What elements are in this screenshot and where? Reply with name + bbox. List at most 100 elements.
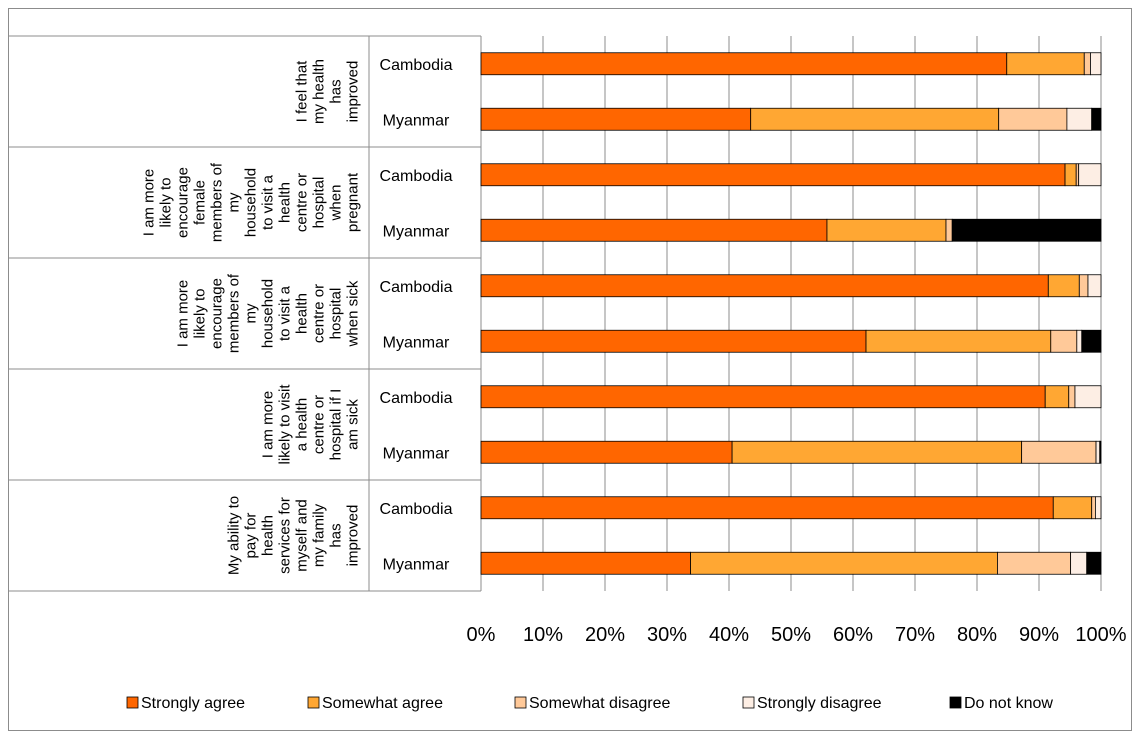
legend-label: Somewhat disagree	[529, 695, 671, 712]
group-label-line: my family	[311, 503, 328, 567]
bar-segment	[480, 107, 752, 131]
group-label: I feel thatmy healthhasimproved	[294, 59, 362, 124]
bar-segment	[1064, 163, 1077, 187]
bar-segment	[1090, 52, 1102, 76]
bar-segment	[1099, 440, 1102, 464]
group-label-line: health	[294, 293, 311, 334]
bar-segment	[998, 107, 1068, 131]
group-label-line: improved	[345, 61, 362, 123]
legend-swatch	[949, 696, 962, 709]
country-label: Cambodia	[380, 390, 453, 407]
group-label-line: when sick	[345, 280, 362, 347]
group-label-line: services for	[277, 497, 294, 574]
x-tick-label: 10%	[523, 624, 563, 646]
bar-segment	[480, 329, 867, 353]
x-tick-label: 90%	[1019, 624, 1059, 646]
group-label-line: pay for	[243, 513, 260, 559]
bar-segment	[1081, 329, 1102, 353]
group-label-line: has	[328, 79, 345, 103]
legend-label: Do not know	[964, 695, 1053, 712]
bar-segment	[480, 163, 1066, 187]
group-label-line: hospital if I	[328, 389, 345, 461]
country-label: Myanmar	[383, 112, 450, 129]
bar-segment	[1068, 385, 1076, 409]
bar-segment	[1091, 496, 1096, 520]
group-label: I am morelikely to visita healthcentre o…	[260, 384, 362, 465]
group-label: I am morelikely toencouragemembers ofmyh…	[175, 273, 362, 353]
legend-swatch	[514, 696, 527, 709]
group-label-line: centre or	[311, 395, 328, 454]
country-label: Cambodia	[380, 57, 453, 74]
x-tick-label: 30%	[647, 624, 687, 646]
bar-segment	[480, 274, 1049, 298]
bar-segment	[1086, 551, 1102, 575]
bar-segment	[1087, 274, 1102, 298]
country-label: Myanmar	[383, 556, 450, 573]
bar-segment	[1052, 496, 1093, 520]
bar-segment	[1083, 52, 1091, 76]
group-label-line: am sick	[345, 399, 362, 450]
bar-segment	[826, 218, 947, 242]
bar-segment	[1095, 496, 1102, 520]
group-label-line: has	[328, 523, 345, 547]
group-label-line: to visit a	[277, 285, 294, 341]
group-label-line: improved	[345, 505, 362, 567]
legend-swatch	[742, 696, 755, 709]
bar-segment	[951, 218, 1102, 242]
group-label-line: health	[277, 182, 294, 223]
x-tick-label: 40%	[709, 624, 749, 646]
bar-segment	[1066, 107, 1093, 131]
bar-segment	[1006, 52, 1085, 76]
country-label: Myanmar	[383, 445, 450, 462]
bar-segment	[865, 329, 1052, 353]
bar-segment	[1091, 107, 1102, 131]
bar-segment	[690, 551, 998, 575]
bar-segment	[480, 218, 828, 242]
bar-segment	[480, 52, 1008, 76]
group-label-line: likely to	[158, 177, 175, 227]
group-label-line: My ability to	[226, 496, 243, 575]
bar-segment	[1021, 440, 1097, 464]
group-label-line: to visit a	[260, 174, 277, 230]
group-label-line: encourage	[209, 278, 226, 349]
group-label: My ability topay forhealthservices formy…	[226, 496, 362, 575]
bar-segment	[480, 496, 1054, 520]
group-label-line: myself and	[294, 499, 311, 572]
group-label-line: I am more	[175, 280, 192, 348]
bar-segment	[997, 551, 1072, 575]
legend-swatch	[307, 696, 320, 709]
x-tick-label: 50%	[771, 624, 811, 646]
group-label-line: household	[243, 168, 260, 237]
bar-segment	[731, 440, 1023, 464]
group-label-line: encourage	[175, 167, 192, 238]
bar-segment	[750, 107, 1000, 131]
x-tick-label: 70%	[895, 624, 935, 646]
legend-swatch	[126, 696, 139, 709]
group-label: I am morelikely toencouragefemalemembers…	[141, 162, 362, 242]
x-tick-label: 80%	[957, 624, 997, 646]
bar-segment	[1076, 329, 1083, 353]
x-tick-label: 60%	[833, 624, 873, 646]
group-label-line: likely to visit	[277, 384, 294, 465]
country-label: Cambodia	[380, 168, 453, 185]
group-label-line: I feel that	[294, 60, 311, 123]
bar-segment	[480, 551, 691, 575]
bar-segment	[480, 385, 1046, 409]
group-label-line: when	[328, 185, 345, 222]
bar-segment	[1095, 440, 1101, 464]
group-label-line: I am more	[141, 169, 158, 237]
bar-segment	[1047, 274, 1080, 298]
group-label-line: pregnant	[345, 172, 362, 232]
group-label-line: likely to	[192, 288, 209, 338]
bar-segment	[480, 440, 733, 464]
group-label-line: members of	[226, 273, 243, 353]
x-tick-label: 100%	[1075, 624, 1126, 646]
bar-segment	[1078, 163, 1102, 187]
legend-label: Strongly agree	[141, 695, 245, 712]
group-label-line: health	[260, 515, 277, 556]
x-tick-label: 0%	[467, 624, 496, 646]
group-label-line: centre or	[294, 173, 311, 232]
country-label: Myanmar	[383, 334, 450, 351]
group-label-line: female	[192, 180, 209, 225]
